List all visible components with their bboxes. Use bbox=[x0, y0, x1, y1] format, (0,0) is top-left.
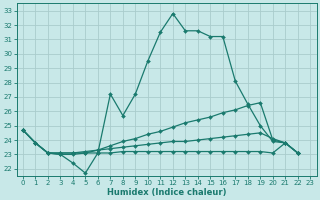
X-axis label: Humidex (Indice chaleur): Humidex (Indice chaleur) bbox=[107, 188, 226, 197]
